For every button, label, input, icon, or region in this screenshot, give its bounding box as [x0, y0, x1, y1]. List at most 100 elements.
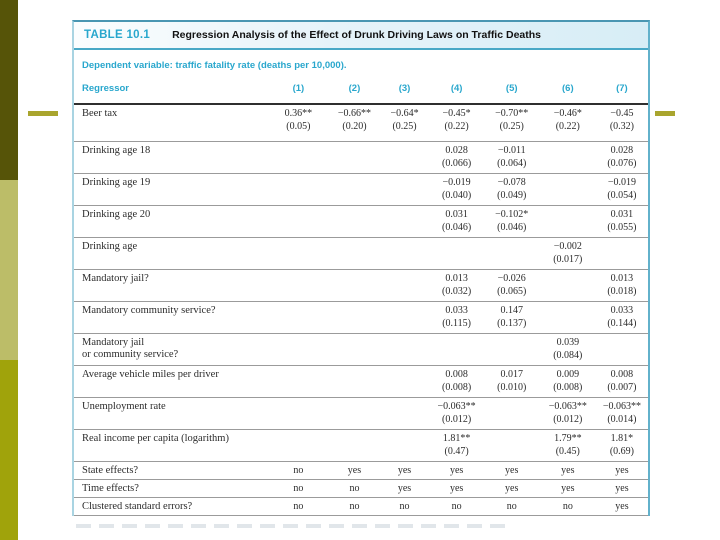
table-row: Mandatory jail or community service? 0.03…: [74, 333, 648, 366]
standard-error-value: (0.012): [442, 413, 472, 425]
coefficient-cell: [380, 366, 430, 398]
clipped-footnote-fragment: [76, 524, 506, 528]
coefficient-cell: [596, 334, 648, 366]
coefficient-cell: 0.031 (0.046): [430, 206, 484, 238]
coefficient-cell: [267, 142, 329, 174]
estimate-value: 0.031: [610, 209, 634, 220]
coefficient-cell: [484, 398, 540, 430]
coefficient-cell: −0.70** (0.25): [484, 104, 540, 142]
coefficient-cell: 1.81* (0.69): [596, 430, 648, 462]
row-label: Mandatory community service?: [82, 305, 216, 316]
coefficient-cell: [267, 270, 329, 302]
flag-cell: no: [451, 501, 462, 512]
estimate-value: 0.017: [500, 369, 523, 380]
estimate-value: −0.019: [607, 177, 636, 188]
coefficient-cell: 0.031 (0.055): [596, 206, 648, 238]
coefficient-cell: [484, 238, 540, 270]
coefficient-cell: [430, 334, 484, 366]
table-row: Beer tax 0.36** (0.05) −0.66** (0.20) −0.64*(…: [74, 104, 648, 142]
standard-error-value: (0.45): [555, 445, 580, 457]
column-header: (5): [505, 83, 518, 94]
standard-error-value: (0.05): [286, 120, 311, 132]
coefficient-cell: −0.063** (0.012): [540, 398, 596, 430]
coefficient-cell: −0.026 (0.065): [484, 270, 540, 302]
column-header-row: Regressor (1) (2) (3) (4) (5) (6) (7): [74, 74, 648, 104]
right-accent-dash: [655, 111, 675, 116]
table-row: Drinking age 18 0.028 (0.066) −0.011 (0.064)…: [74, 141, 648, 174]
coefficient-cell: [540, 270, 596, 302]
row-label: Unemployment rate: [82, 401, 166, 412]
flag-cell: yes: [449, 465, 464, 476]
coefficient-cell: [329, 334, 379, 366]
coefficient-cell: [329, 206, 379, 238]
coefficient-cell: [540, 206, 596, 238]
table-number-label: TABLE 10.1: [84, 29, 151, 41]
standard-error-value: (0.066): [442, 157, 472, 169]
estimate-value: 0.028: [610, 145, 634, 156]
flag-cell: no: [293, 501, 304, 512]
estimate-value: −0.011: [497, 145, 526, 156]
row-label: Time effects?: [82, 483, 139, 494]
coefficient-cell: 0.36** (0.05): [267, 104, 329, 142]
row-label: State effects?: [82, 465, 139, 476]
standard-error-value: (0.008): [442, 381, 472, 393]
flag-cell: yes: [347, 465, 362, 476]
coefficient-cell: 0.147 (0.137): [484, 302, 540, 334]
coefficient-cell: [540, 302, 596, 334]
row-label: Drinking age 18: [82, 145, 151, 156]
table-row: Drinking age 20 0.031 (0.046) −0.102* (0.046…: [74, 205, 648, 238]
coefficient-cell: −0.019 (0.040): [430, 174, 484, 206]
coefficient-cell: [380, 302, 430, 334]
coefficient-cell: 0.033 (0.115): [430, 302, 484, 334]
standard-error-value: (0.25): [392, 120, 417, 132]
coefficient-cell: −0.011 (0.064): [484, 142, 540, 174]
estimate-value: 0.009: [556, 369, 580, 380]
row-label: Average vehicle miles per driver: [82, 369, 219, 380]
flag-cell: no: [349, 483, 360, 494]
estimate-value: 0.028: [445, 145, 468, 156]
coefficient-cell: [430, 238, 484, 270]
column-header: (3): [398, 83, 411, 94]
coefficient-cell: −0.002 (0.017): [540, 238, 596, 270]
coefficient-cell: −0.063** (0.014): [596, 398, 648, 430]
coefficient-cell: 0.008 (0.008): [430, 366, 484, 398]
table-row: State effects? no yes yes yes yes yes yes: [74, 461, 648, 480]
standard-error-value: (0.25): [499, 120, 524, 132]
estimate-value: 0.039: [556, 337, 580, 348]
standard-error-value: (0.032): [442, 285, 472, 297]
coefficient-cell: 0.009 (0.008): [540, 366, 596, 398]
coefficient-cell: [484, 430, 540, 462]
estimate-value: −0.019: [442, 177, 471, 188]
coefficient-cell: [540, 174, 596, 206]
estimate-value: −0.64*: [390, 108, 419, 119]
coefficient-cell: [380, 238, 430, 270]
coefficient-cell: −0.66** (0.20): [329, 104, 379, 142]
flag-cell: yes: [449, 483, 464, 494]
standard-error-value: (0.065): [497, 285, 527, 297]
estimate-value: −0.026: [497, 273, 526, 284]
coefficient-cell: [267, 174, 329, 206]
coefficient-cell: −0.45 (0.32): [596, 104, 648, 142]
estimate-value: −0.002: [553, 241, 582, 252]
coefficient-cell: [329, 430, 379, 462]
flag-cell: yes: [615, 483, 629, 494]
coefficient-cell: 0.008 (0.007): [596, 366, 648, 398]
column-header: (1): [292, 83, 305, 94]
table-row: Drinking age −0.002 (0.017): [74, 237, 648, 270]
coefficient-cell: [380, 174, 430, 206]
row-label: Drinking age 19: [82, 177, 151, 188]
flag-cell: no: [506, 501, 517, 512]
standard-error-value: (0.049): [497, 189, 527, 201]
coefficient-cell: [380, 398, 430, 430]
standard-error-value: (0.22): [444, 120, 469, 132]
coefficient-cell: [329, 174, 379, 206]
coefficient-cell: −0.46* (0.22): [540, 104, 596, 142]
standard-error-value: (0.055): [607, 221, 637, 233]
standard-error-value: (0.046): [497, 221, 527, 233]
left-accent-bar-light: [0, 180, 18, 360]
coefficient-cell: 0.028 (0.066): [430, 142, 484, 174]
estimate-value: −0.063**: [602, 401, 641, 412]
flag-cell: yes: [397, 465, 412, 476]
coefficient-cell: [267, 334, 329, 366]
coefficient-cell: [329, 238, 379, 270]
